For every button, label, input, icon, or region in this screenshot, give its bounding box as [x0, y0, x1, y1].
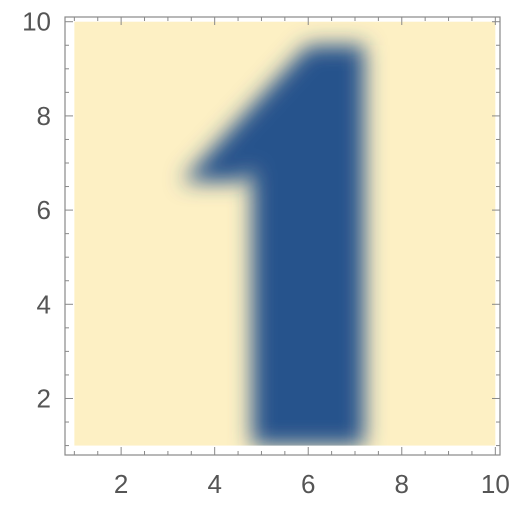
x-tick-label: 10	[481, 469, 510, 499]
y-tick-label: 6	[37, 195, 51, 225]
plot-area	[74, 21, 496, 446]
y-tick-label: 10	[22, 7, 51, 37]
y-tick-label: 8	[37, 101, 51, 131]
x-axis-tick-labels: 2 4 6 8 10	[114, 469, 510, 499]
x-tick-label: 6	[301, 469, 315, 499]
plot-frame	[64, 16, 501, 456]
y-tick-label: 4	[37, 289, 51, 319]
y-tick-label: 2	[37, 383, 51, 413]
x-tick-label: 4	[207, 469, 221, 499]
x-tick-label: 2	[114, 469, 128, 499]
heatmap-high-region	[181, 45, 365, 446]
x-tick-label: 8	[395, 469, 409, 499]
y-axis-tick-labels: 2 4 6 8 10	[22, 7, 51, 414]
y-axis-ticks	[65, 21, 500, 447]
x-axis-ticks	[73, 17, 496, 455]
